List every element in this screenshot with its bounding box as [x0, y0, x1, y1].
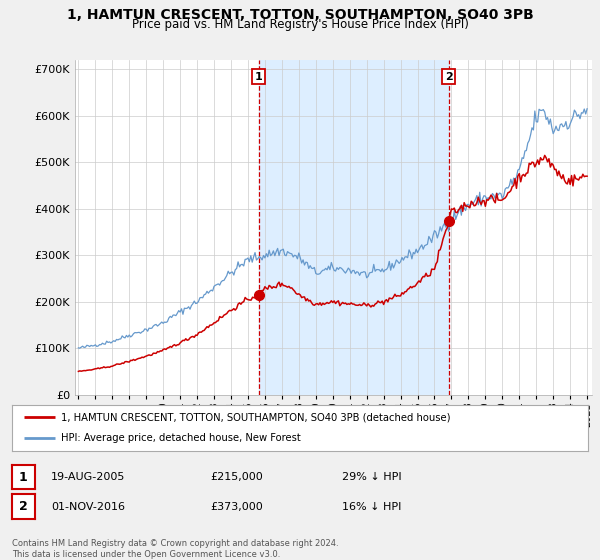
Text: 1: 1: [19, 470, 28, 484]
Text: £215,000: £215,000: [210, 472, 263, 482]
Text: 19-AUG-2005: 19-AUG-2005: [51, 472, 125, 482]
Text: 16% ↓ HPI: 16% ↓ HPI: [342, 502, 401, 512]
Text: HPI: Average price, detached house, New Forest: HPI: Average price, detached house, New …: [61, 433, 301, 444]
Text: 2: 2: [445, 72, 452, 82]
Text: 1: 1: [255, 72, 263, 82]
Text: Contains HM Land Registry data © Crown copyright and database right 2024.
This d: Contains HM Land Registry data © Crown c…: [12, 539, 338, 559]
Text: 29% ↓ HPI: 29% ↓ HPI: [342, 472, 401, 482]
Bar: [259, 60, 449, 395]
Text: 01-NOV-2016: 01-NOV-2016: [51, 502, 125, 512]
Text: Price paid vs. HM Land Registry's House Price Index (HPI): Price paid vs. HM Land Registry's House …: [131, 18, 469, 31]
Text: £373,000: £373,000: [210, 502, 263, 512]
Text: 1, HAMTUN CRESCENT, TOTTON, SOUTHAMPTON, SO40 3PB: 1, HAMTUN CRESCENT, TOTTON, SOUTHAMPTON,…: [67, 8, 533, 22]
Text: 2: 2: [19, 500, 28, 514]
Text: 1, HAMTUN CRESCENT, TOTTON, SOUTHAMPTON, SO40 3PB (detached house): 1, HAMTUN CRESCENT, TOTTON, SOUTHAMPTON,…: [61, 412, 451, 422]
